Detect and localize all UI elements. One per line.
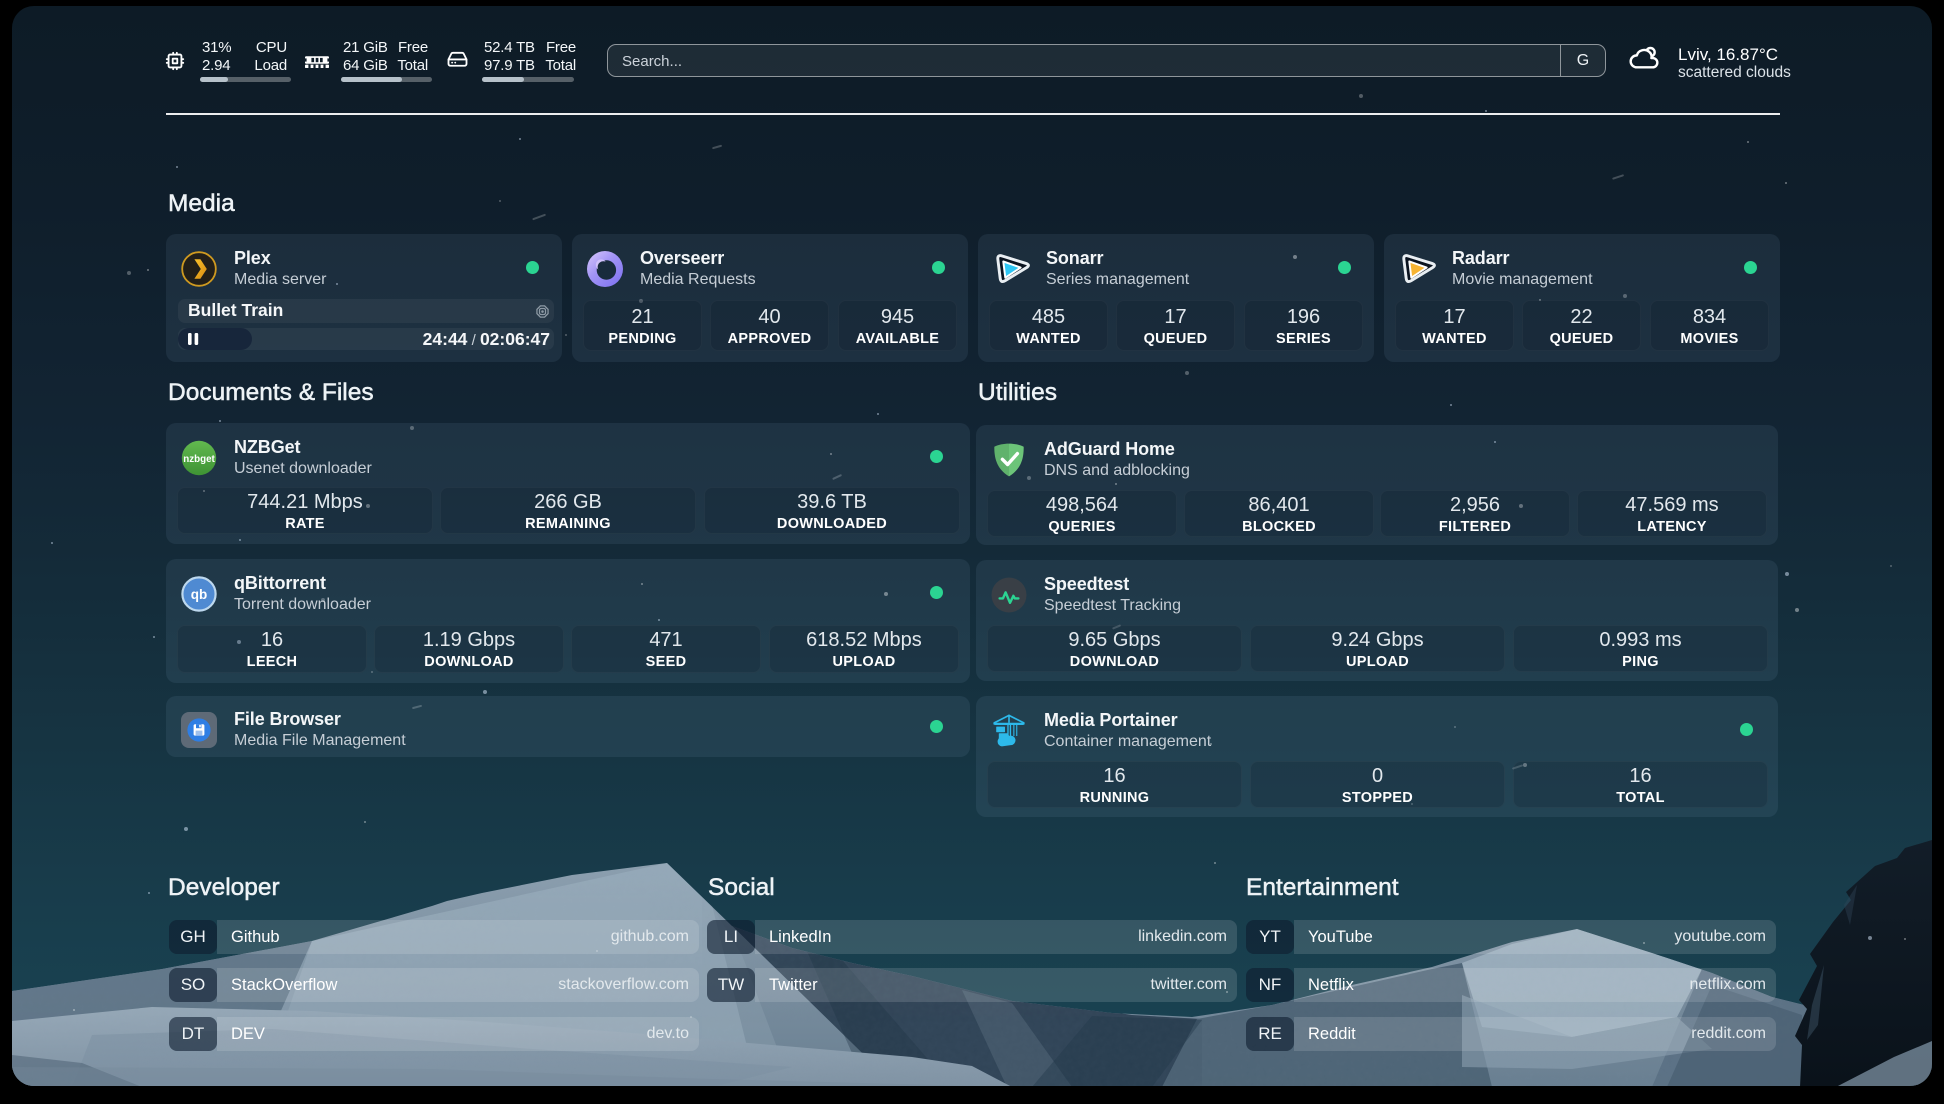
svg-text:nzbget: nzbget [183,453,215,464]
svg-text:qb: qb [191,587,208,602]
